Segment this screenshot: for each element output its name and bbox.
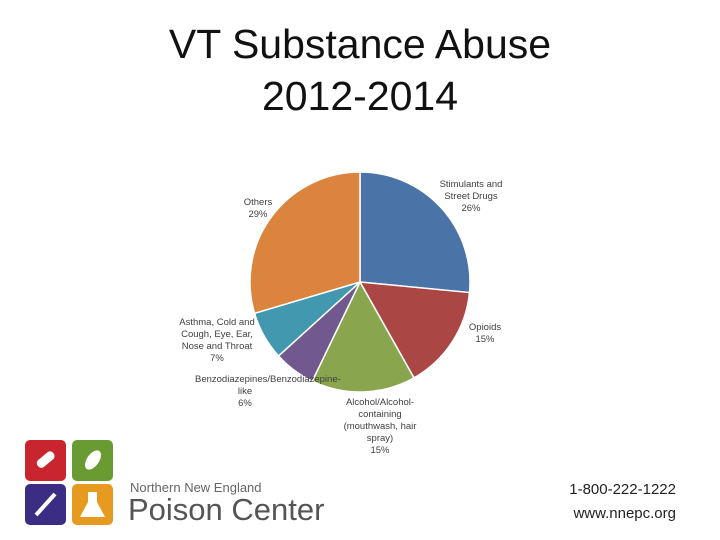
value-label: 7% xyxy=(210,353,224,364)
pie-slice xyxy=(358,281,471,379)
slice-label: Stimulants and Street Drugs 26% xyxy=(437,179,505,215)
value-label: 26% xyxy=(461,203,481,214)
slice-label: Benzodiazepines/Benzodiazepine-like 6% xyxy=(195,374,341,409)
value-label: 6% xyxy=(238,398,252,409)
slice-label: Others 29% xyxy=(228,197,288,221)
slice-label: Opioids 15% xyxy=(465,322,505,346)
value-label: 29% xyxy=(248,209,268,220)
pie-slice xyxy=(311,280,416,393)
slice-label: Alcohol/Alcohol-containing (mouthwash, h… xyxy=(335,397,425,457)
syringe-icon xyxy=(34,492,57,517)
pie-slice xyxy=(359,171,471,294)
value-label: 15% xyxy=(370,445,390,456)
website: www.nnepc.org xyxy=(573,505,676,522)
chart-title: VT Substance Abuse 2012-2014 xyxy=(168,21,552,119)
pill-icon xyxy=(36,451,55,468)
flask-icon xyxy=(80,492,105,517)
pie-slice xyxy=(249,171,361,315)
org-name: Poison Center xyxy=(128,492,325,527)
slice-label: Asthma, Cold and Cough, Eye, Ear, Nose a… xyxy=(176,317,258,365)
leaf-icon xyxy=(85,450,101,470)
org-name: Northern New England xyxy=(130,480,262,495)
phone: 1-800-222-1222 xyxy=(569,481,676,498)
value-label: 15% xyxy=(475,334,495,345)
